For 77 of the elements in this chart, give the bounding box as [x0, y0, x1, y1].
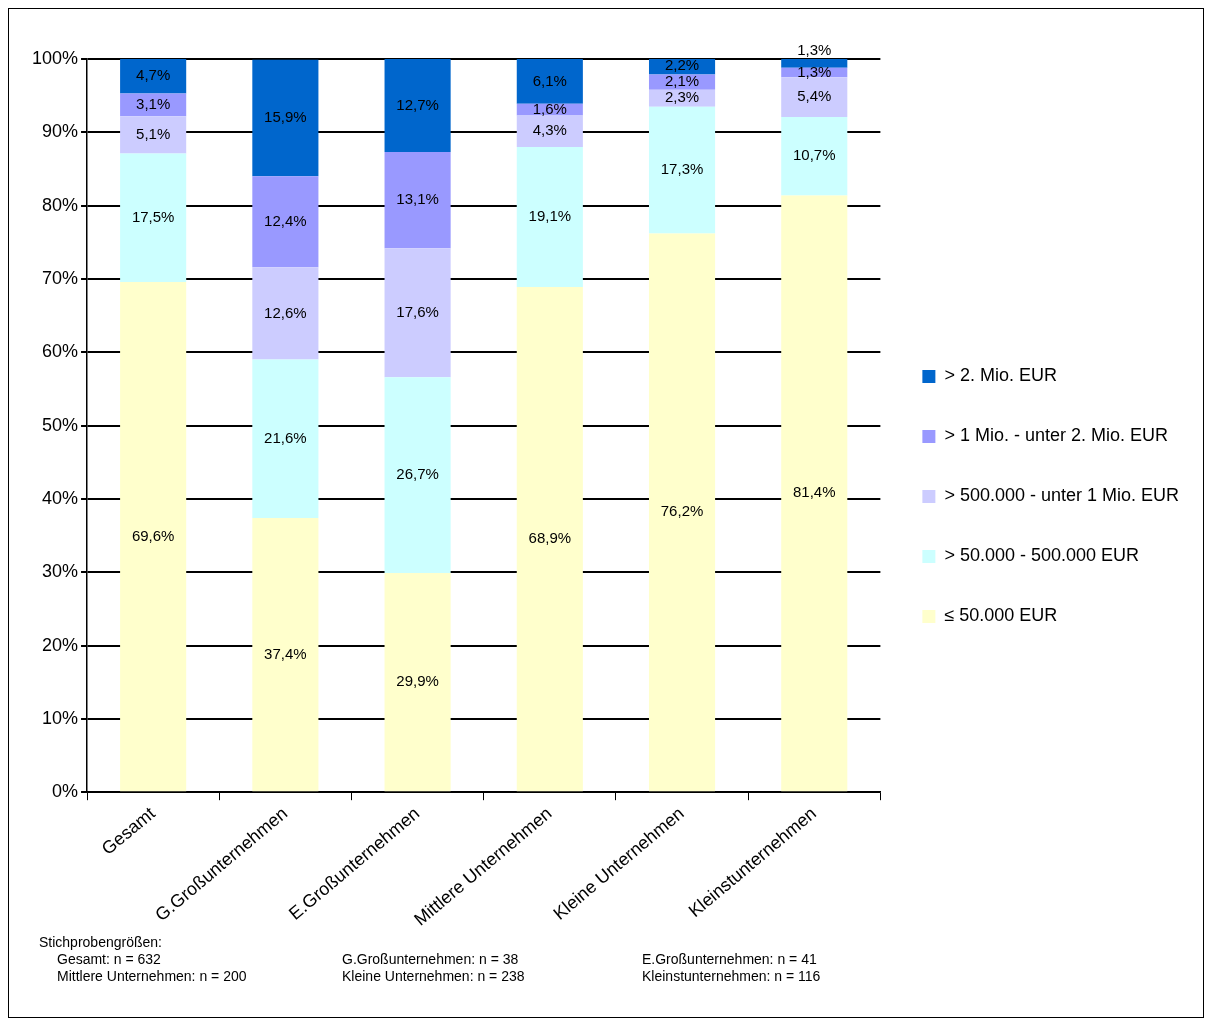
bar	[384, 377, 451, 573]
data-label: 76,2%	[660, 502, 704, 520]
data-label: 69,6%	[131, 526, 175, 544]
data-label: 2,2%	[664, 56, 700, 74]
bar	[781, 116, 848, 196]
bar	[252, 176, 319, 268]
bar	[120, 281, 187, 792]
data-label: 17,5%	[131, 207, 175, 225]
bar	[252, 267, 319, 360]
data-label: 29,9%	[396, 672, 439, 690]
bar	[648, 233, 716, 792]
y-tick-label: 0%	[52, 781, 79, 802]
data-label: 4,7%	[136, 66, 171, 84]
bar	[252, 359, 319, 518]
bar	[120, 59, 187, 94]
data-label: 5,4%	[797, 87, 832, 105]
y-tick-label: 80%	[42, 194, 79, 215]
data-label: 6,1%	[532, 71, 567, 89]
text: Stichprobengrößen:	[39, 934, 163, 951]
data-label: 1,3%	[797, 41, 832, 59]
data-label: 4,3%	[532, 121, 567, 139]
data-label: 15,9%	[264, 108, 307, 126]
text: E.Großunternehmen: n = 41	[642, 951, 818, 968]
text: Mittlere Unternehmen: n = 200	[57, 968, 248, 985]
bar	[120, 116, 187, 154]
data-label: 19,1%	[528, 207, 572, 225]
y-tick-label: 10%	[42, 707, 79, 728]
data-label: 1,3%	[797, 62, 832, 80]
data-label: 2,1%	[664, 72, 700, 90]
legend-label: > 50.000 - 500.000 EUR	[944, 545, 1140, 566]
bar	[781, 195, 848, 792]
y-tick-label: 70%	[42, 267, 79, 288]
legend-label: > 1 Mio. - unter 2. Mio. EUR	[944, 425, 1168, 446]
data-label: 68,9%	[528, 529, 572, 547]
legend-label: ≤ 50.000 EUR	[944, 605, 1058, 626]
data-label: 3,1%	[136, 94, 171, 112]
data-label: 13,1%	[396, 190, 439, 208]
legend-label: > 500.000 - unter 1 Mio. EUR	[944, 485, 1179, 506]
data-label: 10,7%	[792, 146, 836, 164]
bar	[120, 153, 187, 282]
bar	[516, 146, 583, 288]
data-label: 12,6%	[264, 303, 307, 321]
data-label: 21,6%	[264, 428, 307, 446]
data-label: 12,4%	[264, 211, 307, 229]
text: Kleinstunternehmen: n = 116	[642, 968, 822, 985]
text: Gesamt: n = 632	[57, 951, 162, 968]
legend-label: > 2. Mio. EUR	[944, 365, 1057, 386]
y-tick-label: 40%	[42, 487, 79, 508]
bar	[252, 59, 319, 177]
data-label: 81,4%	[792, 483, 836, 501]
data-label: 2,3%	[664, 88, 700, 106]
bar	[781, 77, 848, 117]
data-label: 17,6%	[396, 302, 439, 320]
text: Kleine Unternehmen: n = 238	[342, 968, 526, 985]
bar	[252, 517, 319, 792]
text: G.Großunternehmen: n = 38	[342, 951, 520, 968]
y-tick-label: 90%	[42, 121, 79, 142]
bar	[384, 572, 451, 792]
y-tick-label: 60%	[42, 341, 79, 362]
bar	[516, 59, 583, 104]
data-label: 12,7%	[396, 95, 439, 113]
data-label: 17,3%	[660, 160, 704, 178]
data-label: 26,7%	[396, 465, 439, 483]
y-tick-label: 100%	[31, 47, 79, 68]
bar	[781, 59, 848, 68]
bar	[384, 248, 451, 378]
y-tick-label: 50%	[42, 414, 79, 435]
bar	[384, 152, 451, 249]
bar	[648, 106, 716, 234]
y-tick-label: 30%	[42, 561, 79, 582]
data-label: 1,6%	[532, 99, 567, 117]
y-tick-label: 20%	[42, 634, 79, 655]
data-label: 5,1%	[136, 125, 171, 143]
data-label: 37,4%	[264, 644, 307, 662]
bar	[384, 59, 451, 153]
bar	[516, 287, 583, 792]
bar	[516, 115, 583, 147]
